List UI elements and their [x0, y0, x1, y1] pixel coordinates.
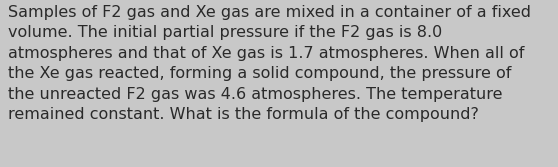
Text: Samples of F2 gas and Xe gas are mixed in a container of a fixed
volume. The ini: Samples of F2 gas and Xe gas are mixed i…	[8, 5, 531, 122]
